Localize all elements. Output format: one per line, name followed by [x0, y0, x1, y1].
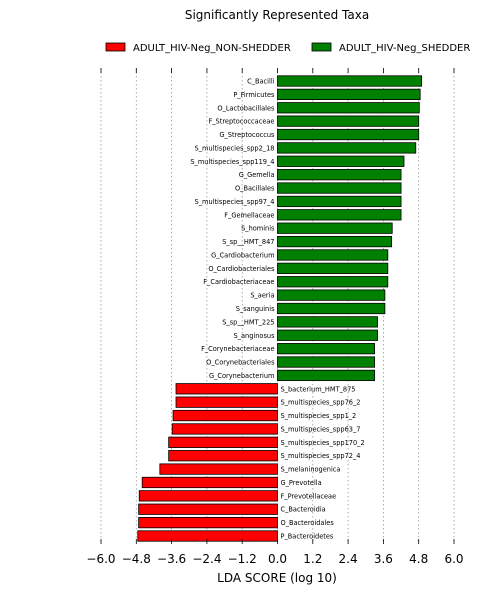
- bar: [277, 249, 389, 261]
- bar: [277, 209, 402, 221]
- bar: [175, 396, 278, 408]
- x-tick-label: 3.6: [374, 552, 393, 566]
- bar: [138, 503, 278, 515]
- bar-label: C_Bacilli: [247, 78, 275, 86]
- bar: [277, 142, 417, 154]
- bar-label: G_Cardiobacterium: [211, 251, 274, 259]
- legend-swatch-non-shedder: [105, 42, 126, 52]
- bar: [277, 343, 375, 355]
- bar-label: S_multispecies_spp2_18: [195, 144, 275, 152]
- bar: [277, 316, 378, 328]
- bar: [277, 182, 402, 194]
- x-tick-label: 6.0: [444, 552, 463, 566]
- bar-label: S_multispecies_spp170_2: [281, 439, 365, 447]
- x-tick-label: 1.2: [303, 552, 322, 566]
- bar: [172, 409, 278, 422]
- legend-label-non-shedder: ADULT_HIV-Neg_NON-SHEDDER: [133, 43, 291, 54]
- bar: [277, 155, 405, 167]
- bar-label: S_sp__HMT_225: [222, 318, 274, 326]
- bar: [138, 516, 278, 529]
- bar-label: S_sp__HMT_847: [222, 238, 274, 246]
- bar-label: P_Bacteroidetes: [281, 533, 334, 541]
- legend-swatch-shedder: [311, 42, 332, 52]
- bar: [175, 383, 278, 395]
- bar-label: S_hominis: [241, 225, 275, 233]
- bar: [137, 530, 278, 542]
- x-tick-label: −3.6: [157, 552, 186, 566]
- bar-label: S_multispecies_spp72_4: [281, 452, 361, 460]
- bar: [277, 356, 375, 368]
- bar-label: G_Prevotella: [281, 479, 322, 487]
- x-axis-label: LDA SCORE (log 10): [217, 571, 337, 585]
- bar-label: S_melaninogenica: [281, 466, 341, 474]
- x-tick-label: 2.4: [339, 552, 358, 566]
- bar-label: O_Bacteroidales: [281, 519, 335, 527]
- bar-label: S_multispecies_spp76_2: [281, 399, 361, 407]
- bar: [277, 222, 393, 234]
- bar-label: O_Lactobacillales: [217, 104, 275, 112]
- bar: [159, 463, 278, 475]
- bar: [277, 169, 402, 181]
- bar: [138, 490, 278, 502]
- bar-label: O_Bacillales: [235, 185, 275, 193]
- bar-label: S_multispecies_spp63_7: [281, 425, 361, 433]
- bar-label: S_multispecies_spp119_4: [190, 158, 274, 166]
- bar: [277, 369, 375, 382]
- bar: [277, 276, 389, 288]
- bar-label: S_bacterium_HMT_875: [281, 385, 356, 393]
- legend-label-shedder: ADULT_HIV-Neg_SHEDDER: [339, 43, 470, 54]
- bar: [277, 329, 378, 341]
- bar: [277, 128, 420, 141]
- bar-label: S_multispecies_spp97_4: [195, 198, 275, 206]
- bar-label: F_Prevotellaceae: [281, 492, 337, 500]
- bar-label: F_Gemellaceae: [224, 211, 274, 219]
- bar-label: F_Corynebacteriaceae: [201, 345, 274, 353]
- bar-label: G_Streptococcus: [219, 131, 275, 139]
- bar: [277, 289, 386, 301]
- bar: [277, 102, 420, 114]
- bar-label: F_Streptococcaceae: [208, 118, 274, 126]
- x-tick-label: −6.0: [86, 552, 115, 566]
- bar-label: S_multispecies_spp1_2: [281, 412, 357, 420]
- bar-label: O_Corynebacteriales: [206, 359, 275, 367]
- x-axis: −6.0 −4.8 −3.6 −2.4 −1.2 0.0 1.2 2.4 3.6 4.8 6.0: [86, 68, 464, 566]
- chart-title: Significantly Represented Taxa: [185, 8, 369, 22]
- bar-label: G_Gemella: [239, 171, 275, 179]
- bar-label: G_Corynebacterium: [209, 372, 275, 380]
- bar: [277, 302, 386, 315]
- bar: [277, 262, 389, 274]
- x-tick-label: −4.8: [122, 552, 151, 566]
- x-tick-label: 0.0: [268, 552, 287, 566]
- bar: [168, 450, 278, 462]
- legend: ADULT_HIV-Neg_NON-SHEDDER ADULT_HIV-Neg_…: [105, 42, 470, 54]
- bars: [137, 75, 423, 542]
- x-tick-label: −2.4: [192, 552, 221, 566]
- x-tick-label: 4.8: [409, 552, 428, 566]
- bar: [277, 88, 421, 101]
- bar-label: S_anginosus: [234, 332, 276, 340]
- bar-label: C_Bacteroidia: [281, 506, 326, 514]
- bar: [277, 195, 402, 208]
- bar-label: O_Cardiobacteriales: [208, 265, 275, 273]
- bar-labels: C_Bacilli P_Firmicutes O_Lactobacillales F_…: [190, 78, 364, 541]
- x-tick-label: −1.2: [228, 552, 257, 566]
- bar: [141, 476, 278, 489]
- bar-label: P_Firmicutes: [233, 91, 275, 99]
- bar: [168, 436, 278, 448]
- bar: [171, 423, 278, 435]
- bar: [277, 75, 423, 87]
- bar-label: F_Cardiobacteriaceae: [203, 278, 274, 286]
- bar: [277, 235, 393, 248]
- bar-label: S_sanguinis: [236, 305, 275, 313]
- bar-label: S_aeria: [250, 292, 274, 300]
- bar: [277, 115, 420, 127]
